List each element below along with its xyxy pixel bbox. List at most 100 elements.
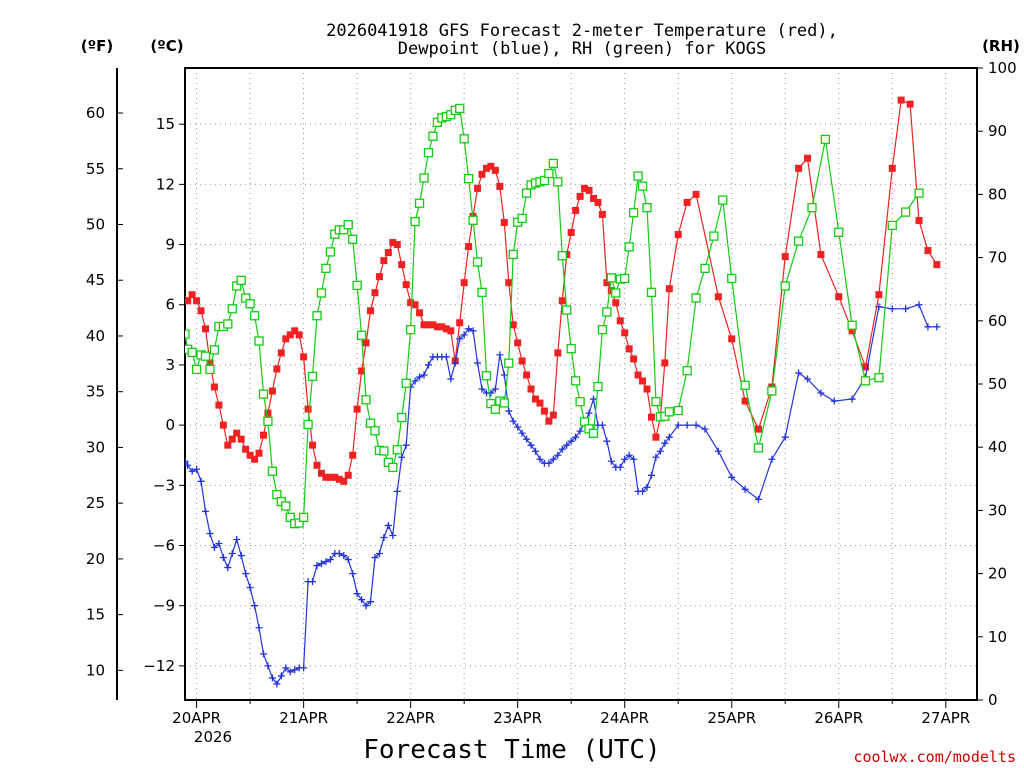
rh-point [548,158,559,169]
dewpoint-point [491,385,499,393]
series-temperature [185,96,941,485]
rh-point [205,364,215,375]
dewpoint-point [902,305,910,313]
temperature-point [795,164,803,172]
temperature-point [219,421,227,429]
rh-tick-label: 50 [988,375,1007,393]
dewpoint-point [701,425,709,433]
temperature-point [491,166,499,174]
temperature-point [554,349,562,357]
temperature-point [193,297,201,305]
dewpoint-point [532,447,540,455]
rh-point [860,376,871,386]
dewpoint-point [567,437,575,445]
rh-tick-label: 60 [988,312,1007,330]
rh-point [914,188,924,198]
celsius-unit-label: (ºC) [150,37,183,55]
rh-point [481,371,492,381]
rh-point [312,311,322,321]
dewpoint-point [795,369,803,377]
rh-point [298,512,309,523]
rh-point [405,324,416,335]
temperature-point [228,435,236,443]
dewpoint-point [353,590,361,598]
dewpoint-point [340,552,348,560]
rh-point [834,227,844,237]
rh-point [624,242,634,252]
dewpoint-point [282,664,290,672]
x-tick-label: 24APR [600,709,649,727]
temperature-point [634,371,642,379]
rh-point [642,203,652,213]
temperature-point [420,321,428,329]
dewpoint-line [185,303,937,686]
rh-tick-label: 0 [988,691,998,709]
rh-point [343,220,353,230]
temperature-point [594,198,602,206]
dewpoint-point [380,533,388,541]
x-tick-label: 20APR [172,709,221,727]
dewpoint-point [630,455,638,463]
rh-point [365,418,376,428]
rh-point [258,389,269,399]
temperature-point [665,285,673,293]
dewpoint-point [915,301,923,309]
dewpoint-point [469,327,477,335]
rh-point [392,445,402,455]
rh-point [370,426,380,436]
dewpoint-point [523,435,531,443]
dewpoint-point [652,453,660,461]
dewpoint-point [185,457,189,465]
temperature-point [398,261,406,269]
rh-point [468,215,478,225]
temperature-point [349,451,357,459]
temperature-point [888,164,896,172]
dewpoint-point [621,455,629,463]
dewpoint-point [474,359,482,367]
temperature-point [233,429,241,437]
rh-point [455,103,465,114]
celsius-tick-label: 3 [165,356,175,374]
dewpoint-point [598,421,606,429]
rh-point [361,395,371,405]
rh-point [793,236,804,246]
dewpoint-point [589,395,597,403]
temperature-point [581,184,589,192]
rh-point [388,462,398,473]
dewpoint-point [255,624,263,632]
rh-point [223,319,233,329]
temperature-point [862,363,870,371]
temperature-point [652,433,660,441]
temperature-point [331,473,339,481]
rh-point [379,446,389,456]
temperature-point [692,190,700,198]
dewpoint-point [505,407,513,415]
dewpoint-point [344,556,352,564]
temperature-point [647,413,655,421]
rh-point [463,173,474,184]
rh-point [428,131,438,141]
rh-point [611,288,621,298]
rh-point [517,213,527,224]
temperature-point [255,449,263,457]
temperature-point [375,273,383,281]
rh-point [673,405,683,416]
temperature-point [447,327,455,335]
grid-layer [185,68,977,700]
rh-point [682,366,692,376]
temperature-point [429,321,437,329]
rh-point [209,345,220,355]
dewpoint-point [375,550,383,558]
x-tick-label: 26APR [814,709,863,727]
temperature-point [527,385,535,393]
x-axis-label: Forecast Time (UTC) [363,735,660,765]
rh-point [397,412,407,423]
temperature-point [616,317,624,325]
dewpoint-point [367,598,375,606]
rh-point [307,371,318,382]
temperature-point [442,325,450,333]
dewpoint-point [206,529,214,537]
dewpoint-point [527,441,535,449]
rh-point [521,188,532,198]
